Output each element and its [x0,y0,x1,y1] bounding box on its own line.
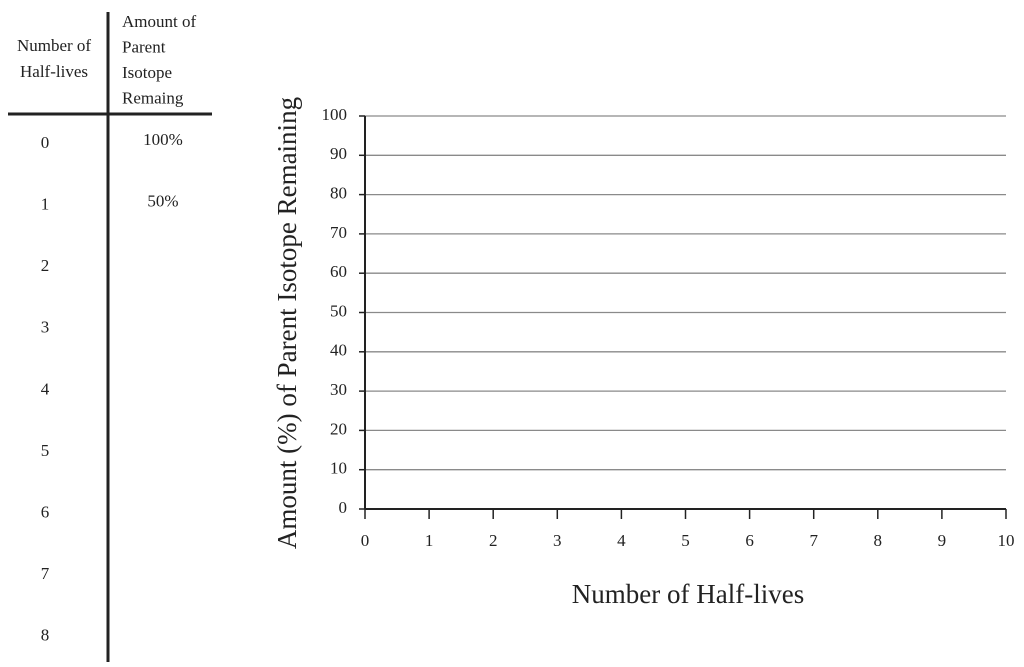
y-tick-label: 30 [330,380,347,399]
row-number: 5 [41,441,50,460]
y-tick-label: 90 [330,144,347,163]
x-tick-label: 3 [553,531,562,550]
row-number: 8 [41,626,50,645]
table-header: Amount of [122,12,196,31]
y-tick-label: 20 [330,419,347,438]
table-header: Isotope [122,63,172,82]
x-axis-label: Number of Half-lives [572,579,804,609]
row-amount: 100% [143,130,183,149]
row-number: 0 [41,133,50,152]
table-header: Remaing [122,88,184,107]
y-tick-label: 60 [330,262,347,281]
x-tick-label: 9 [938,531,947,550]
x-tick-label: 5 [681,531,690,550]
y-tick-label: 50 [330,301,347,320]
row-number: 3 [41,318,50,337]
row-number: 4 [41,379,50,398]
y-tick-label: 10 [330,459,347,478]
x-tick-label: 6 [745,531,754,550]
y-tick-label: 100 [322,105,348,124]
row-amount: 50% [147,192,178,211]
x-tick-label: 10 [998,531,1015,550]
table-header: Parent [122,37,166,56]
x-tick-label: 0 [361,531,370,550]
x-tick-label: 8 [874,531,883,550]
table-header: Number of [17,36,91,55]
x-tick-label: 7 [809,531,818,550]
x-tick-label: 4 [617,531,626,550]
row-number: 7 [41,564,50,583]
x-tick-label: 1 [425,531,434,550]
y-tick-label: 70 [330,223,347,242]
row-number: 2 [41,256,50,275]
y-axis-label: Amount (%) of Parent Isotope Remaining [272,97,302,549]
row-number: 1 [41,195,50,214]
y-tick-label: 80 [330,184,347,203]
row-number: 6 [41,503,50,522]
table-header: Half-lives [20,62,88,81]
y-tick-label: 40 [330,341,347,360]
x-tick-label: 2 [489,531,498,550]
y-tick-label: 0 [339,498,348,517]
